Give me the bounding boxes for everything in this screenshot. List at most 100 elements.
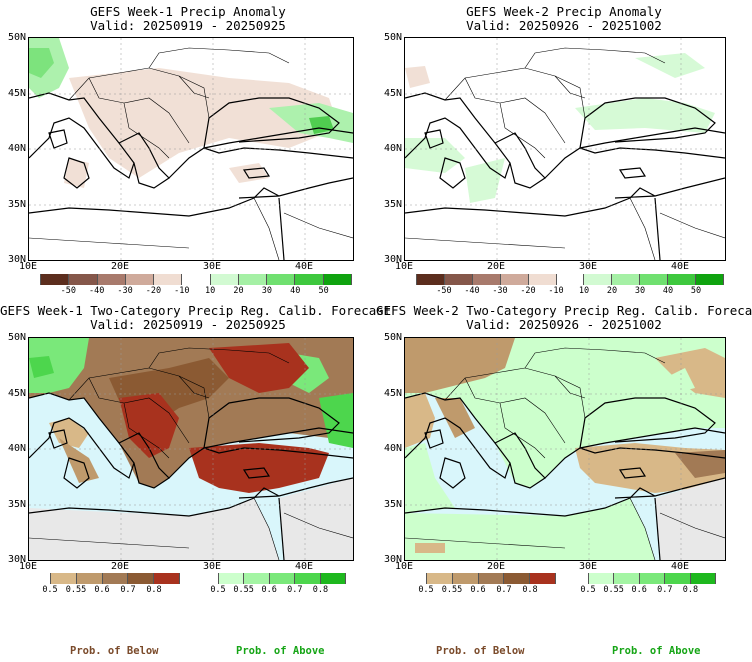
anomaly-swatch — [500, 274, 529, 285]
anomaly-tick-label: -20 — [520, 286, 536, 296]
panel-title: GEFS Week-1 Two-Category Precip Reg. Cal… — [0, 303, 392, 318]
prob-below-swatch — [154, 573, 180, 584]
prob-below-swatch — [76, 573, 103, 584]
map-graphic — [405, 338, 725, 560]
prob-above-tick-label: 0.8 — [312, 585, 329, 595]
prob-below-ticks: 0.5 0.55 0.6 0.7 0.8 — [42, 585, 180, 597]
prob-below-colorbar — [426, 573, 556, 584]
anomaly-swatch — [267, 274, 296, 285]
anomaly-tick-label: -40 — [89, 286, 105, 296]
prob-above-swatch — [295, 573, 321, 584]
anomaly-tick-label: -10 — [548, 286, 564, 296]
anomaly-tick-label: -30 — [492, 286, 508, 296]
prob-above-tick-label: 0.7 — [657, 585, 673, 595]
lat-label: 50N — [383, 32, 402, 43]
panel-title: GEFS Week-2 Precip Anomaly — [466, 4, 662, 19]
anomaly-swatch — [640, 274, 669, 285]
panel-week2-two-category: GEFS Week-2 Two-Category Precip Reg. Cal… — [376, 300, 752, 662]
prob-above-swatch — [320, 573, 347, 584]
coastlines — [405, 92, 725, 260]
lat-label: 30N — [383, 254, 402, 265]
graticule — [405, 38, 725, 260]
lat-label: 40N — [7, 443, 26, 454]
map-graphic — [405, 38, 725, 260]
lat-label: 45N — [7, 388, 26, 399]
anomaly-swatch — [323, 274, 352, 285]
anomaly-colorbar — [416, 274, 724, 285]
coastlines — [405, 392, 725, 560]
map-area — [404, 37, 726, 261]
prob-below-swatch — [128, 573, 155, 584]
anomaly-swatch — [668, 274, 697, 285]
anomaly-swatch — [696, 274, 724, 285]
panel-week2-anomaly: GEFS Week-2 Precip Anomaly Valid: 202509… — [376, 0, 752, 300]
prob-below-colorbar — [50, 573, 180, 584]
anomaly-swatch — [584, 274, 613, 285]
lat-label: 35N — [383, 499, 402, 510]
anomaly-swatch — [528, 274, 557, 285]
panel-valid-dates: Valid: 20250926 - 20251002 — [466, 317, 662, 332]
prob-below-swatch — [452, 573, 479, 584]
lon-label: 20E — [110, 261, 130, 272]
anomaly-tick-label: 40 — [290, 286, 301, 296]
lon-label: 10E — [394, 261, 414, 272]
anomaly-swatch — [182, 274, 211, 285]
lat-label: 45N — [383, 88, 402, 99]
lon-label: 40E — [294, 261, 314, 272]
prob-above-swatch — [269, 573, 296, 584]
prob-above-swatch — [614, 573, 640, 584]
map-area — [28, 37, 354, 261]
prob-below-swatch — [530, 573, 556, 584]
borders — [405, 47, 725, 260]
panel-valid-dates: Valid: 20250926 - 20251002 — [466, 18, 662, 33]
anomaly-tick-label: 50 — [318, 286, 329, 296]
prob-above-colorbar — [218, 573, 347, 584]
prob-below-tick-label: 0.5 — [42, 585, 58, 595]
map-area — [404, 337, 726, 561]
lon-label: 40E — [670, 261, 690, 272]
lon-label: 30E — [202, 261, 222, 272]
anomaly-tick-label: 30 — [261, 286, 273, 296]
map-graphic — [29, 338, 353, 560]
prob-above-swatch — [218, 573, 245, 584]
lon-label: 30E — [578, 561, 598, 572]
prob-above-tick-label: 0.55 — [233, 585, 254, 595]
prob-below-tick-label: 0.55 — [441, 585, 463, 595]
prob-below-swatch — [504, 573, 531, 584]
prob-above-tick-label: 0.55 — [603, 585, 624, 595]
lat-label: 50N — [7, 332, 26, 343]
probability-shading — [405, 338, 725, 560]
prob-above-caption: Prob. of Above — [236, 645, 325, 657]
anomaly-swatch — [612, 274, 641, 285]
prob-below-tick-label: 0.8 — [522, 585, 538, 595]
lat-label: 40N — [383, 443, 402, 454]
panel-week1-two-category: GEFS Week-1 Two-Category Precip Reg. Cal… — [0, 300, 392, 662]
lon-label: 10E — [394, 561, 414, 572]
lon-label: 10E — [18, 561, 38, 572]
prob-above-tick-label: 0.8 — [682, 585, 699, 595]
prob-below-caption: Prob. of Below — [70, 645, 159, 657]
anomaly-tick-label: 50 — [690, 286, 702, 296]
prob-below-swatch — [50, 573, 77, 584]
anomaly-swatch — [444, 274, 473, 285]
prob-above-tick-label: 0.5 — [210, 585, 226, 595]
borders — [405, 347, 725, 560]
panel-title: GEFS Week-2 Two-Category Precip Reg. Cal… — [376, 303, 752, 318]
anomaly-swatch — [210, 274, 239, 285]
lon-label: 40E — [670, 561, 690, 572]
anomaly-colorbar-ticks: -50 -40 -30 -20 -10 10 20 30 40 50 — [40, 286, 352, 298]
prob-above-swatch — [244, 573, 270, 584]
map-area — [28, 337, 354, 561]
anomaly-shading — [29, 38, 353, 188]
lat-label: 45N — [383, 388, 402, 399]
prob-below-tick-label: 0.7 — [120, 585, 136, 595]
lon-label: 20E — [110, 561, 130, 572]
anomaly-tick-label: -40 — [464, 286, 480, 296]
anomaly-tick-label: 10 — [205, 286, 216, 296]
lat-label: 30N — [7, 254, 26, 265]
lat-label: 35N — [7, 499, 26, 510]
lon-label: 10E — [18, 261, 38, 272]
prob-below-caption: Prob. of Below — [436, 645, 525, 657]
prob-above-tick-label: 0.7 — [287, 585, 303, 595]
anomaly-swatch — [154, 274, 183, 285]
